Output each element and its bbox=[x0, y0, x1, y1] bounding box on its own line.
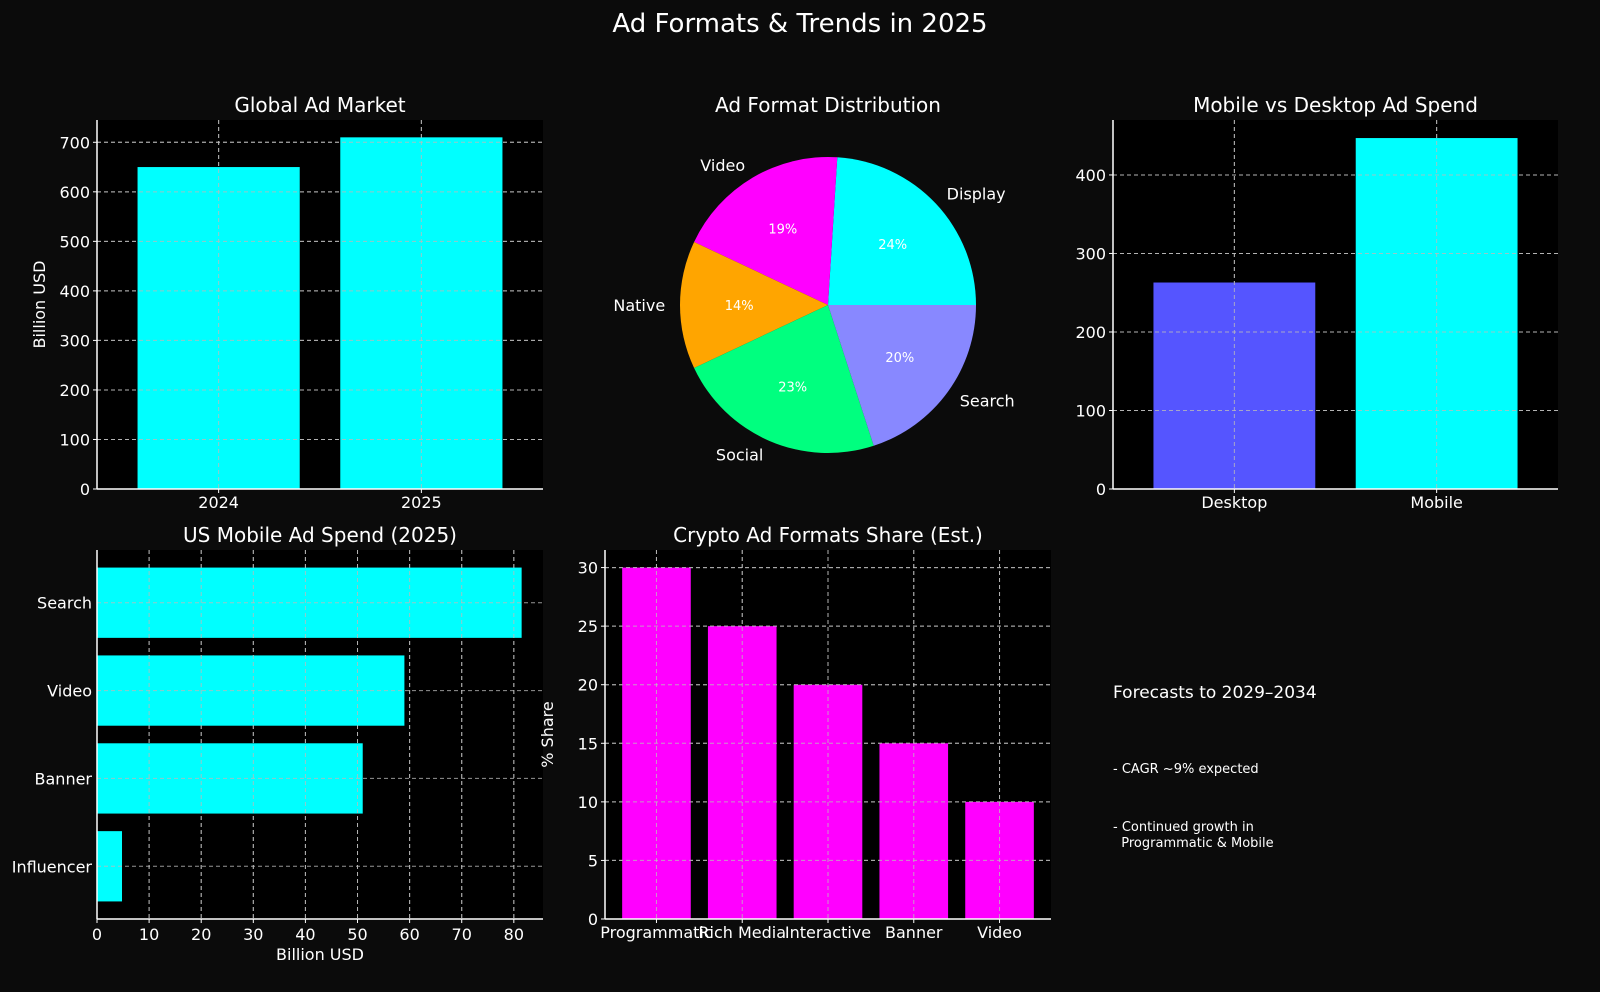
y-tick-label: 300 bbox=[59, 331, 90, 350]
bar-influencer bbox=[97, 831, 123, 902]
y-tick-label: 25 bbox=[578, 617, 598, 636]
chart-title: Global Ad Market bbox=[234, 93, 405, 117]
y-tick-label: 700 bbox=[59, 133, 90, 152]
pie-slice-display bbox=[828, 157, 976, 305]
pie-pct-label: 24% bbox=[878, 238, 907, 253]
x-tick-label: 10 bbox=[139, 925, 159, 944]
pie-slice-social bbox=[694, 305, 874, 454]
y-tick-label: 0 bbox=[1096, 480, 1106, 499]
y-tick-label: Influencer bbox=[12, 857, 93, 876]
x-tick-label: 0 bbox=[92, 925, 102, 944]
notes-bullet-2-line-1: - Continued growth in bbox=[1113, 820, 1254, 835]
bar-rich-media bbox=[707, 626, 777, 919]
y-tick-label: 200 bbox=[59, 381, 90, 400]
x-tick-label: 50 bbox=[347, 925, 367, 944]
x-tick-label: 70 bbox=[452, 925, 472, 944]
notes-bullet-1: - CAGR ~9% expected bbox=[1113, 762, 1259, 777]
pie-pct-label: 20% bbox=[885, 351, 914, 366]
notes-heading: Forecasts to 2029–2034 bbox=[1113, 683, 1317, 703]
y-tick-label: 400 bbox=[59, 282, 90, 301]
x-tick-label: Mobile bbox=[1410, 493, 1462, 512]
y-tick-label: 5 bbox=[588, 851, 598, 870]
y-tick-label: 100 bbox=[59, 430, 90, 449]
y-tick-label: Video bbox=[47, 682, 92, 701]
x-tick-label: Desktop bbox=[1201, 493, 1267, 512]
pie-slice-search bbox=[828, 305, 976, 446]
y-tick-label: 0 bbox=[80, 480, 90, 499]
pie-pct-label: 19% bbox=[768, 223, 797, 238]
figure-title: Ad Formats & Trends in 2025 bbox=[612, 9, 987, 39]
x-tick-label: Rich Media bbox=[698, 923, 786, 942]
x-tick-label: 60 bbox=[399, 925, 419, 944]
pie-label: Video bbox=[700, 156, 745, 175]
y-tick-label: 20 bbox=[578, 676, 598, 695]
pie-label: Search bbox=[960, 392, 1015, 411]
pie-label: Social bbox=[716, 445, 763, 464]
x-axis-label: Billion USD bbox=[276, 945, 364, 964]
y-tick-label: 15 bbox=[578, 734, 598, 753]
pie-label: Display bbox=[947, 185, 1006, 204]
y-tick-label: 0 bbox=[588, 910, 598, 929]
bar-2024 bbox=[137, 167, 300, 489]
y-tick-label: 600 bbox=[59, 183, 90, 202]
y-tick-label: Search bbox=[37, 594, 92, 613]
x-tick-label: 20 bbox=[191, 925, 211, 944]
y-tick-label: Banner bbox=[35, 769, 93, 788]
x-tick-label: 80 bbox=[504, 925, 524, 944]
y-tick-label: 500 bbox=[59, 232, 90, 251]
pie-slice-native bbox=[679, 241, 828, 369]
x-tick-label: 40 bbox=[295, 925, 315, 944]
y-tick-label: 400 bbox=[1075, 166, 1106, 185]
y-tick-label: 100 bbox=[1075, 401, 1106, 420]
chart-title: US Mobile Ad Spend (2025) bbox=[183, 523, 457, 547]
y-tick-label: 30 bbox=[578, 559, 598, 578]
pie-label: Native bbox=[613, 296, 665, 315]
y-axis-label: % Share bbox=[538, 701, 557, 767]
x-tick-label: Video bbox=[977, 923, 1022, 942]
x-tick-label: 30 bbox=[243, 925, 263, 944]
x-tick-label: 2024 bbox=[198, 493, 239, 512]
chart-title: Ad Format Distribution bbox=[715, 93, 941, 117]
pie-pct-label: 23% bbox=[778, 380, 807, 395]
y-tick-label: 10 bbox=[578, 793, 598, 812]
y-tick-label: 200 bbox=[1075, 323, 1106, 342]
x-tick-label: 2025 bbox=[401, 493, 442, 512]
chart-title: Crypto Ad Formats Share (Est.) bbox=[673, 523, 983, 547]
x-tick-label: Banner bbox=[885, 923, 943, 942]
pie-pct-label: 14% bbox=[725, 299, 754, 314]
y-tick-label: 300 bbox=[1075, 244, 1106, 263]
x-tick-label: Interactive bbox=[785, 923, 871, 942]
notes-bullet-2-line-2: Programmatic & Mobile bbox=[1113, 836, 1274, 851]
chart-title: Mobile vs Desktop Ad Spend bbox=[1193, 93, 1478, 117]
x-tick-label: Programmatic bbox=[600, 923, 712, 942]
pie-slice-video bbox=[694, 157, 838, 305]
y-axis-label: Billion USD bbox=[30, 261, 49, 349]
